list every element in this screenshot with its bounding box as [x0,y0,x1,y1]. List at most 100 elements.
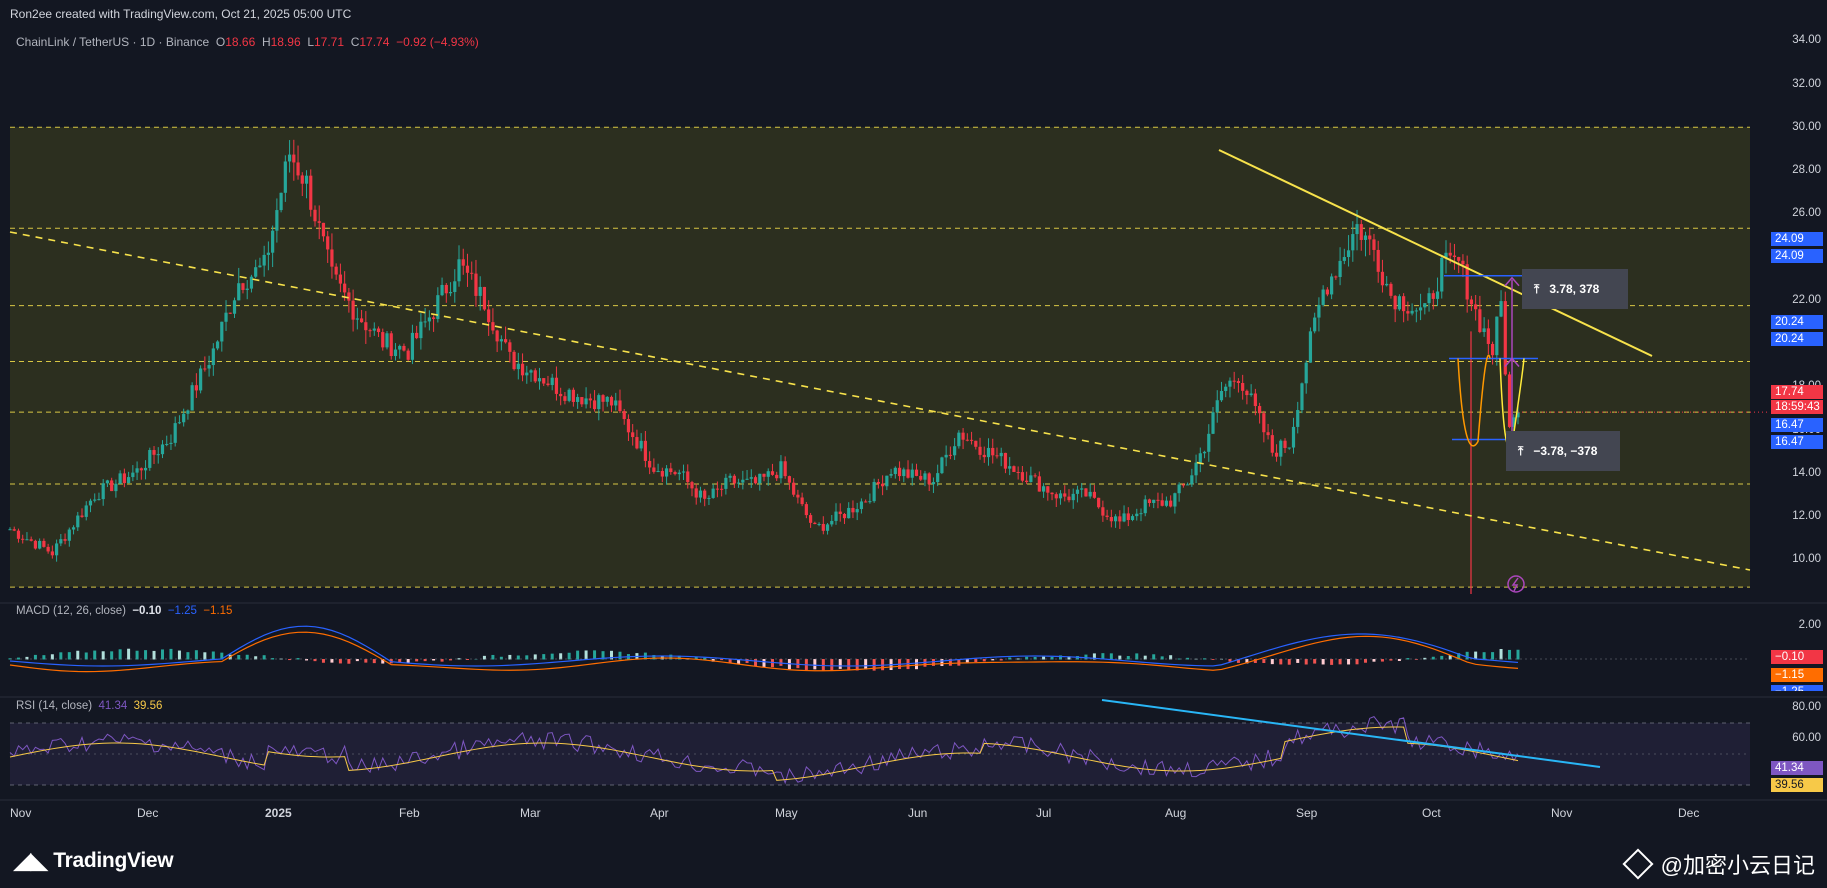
candle-body [304,175,309,184]
candle-body [1270,435,1274,453]
macd-hist-bar [1347,659,1351,665]
candle-body [1177,484,1181,494]
tradingview-logo-icon: ◢◣ [14,848,48,873]
macd-hist-bar [25,656,29,660]
candle-body [258,265,262,268]
price-badge-16-47: 16.47 [1771,418,1823,432]
candle-body [1363,235,1368,240]
macd-hist-bar [1016,658,1020,660]
candle-body [1147,499,1152,504]
candle-body [677,472,681,475]
ohlc-close-label: C [350,35,360,49]
candle-body [851,507,855,513]
macd-hist-bar [135,650,139,660]
macd-hist-bar [694,656,698,660]
candle-body [1461,260,1465,265]
candle-body [287,154,292,162]
candle-body [775,474,779,479]
macd-hist-bar [381,659,385,664]
macd-hist-bar [762,659,766,667]
candle-body [186,410,190,414]
macd-hist-bar [245,654,249,660]
macd-hist-bar [211,651,215,660]
candle-body [1008,466,1012,469]
candle-body [648,460,652,468]
candle-body [1173,493,1177,507]
macd-hist-bar [1067,656,1071,660]
rsi-trendline [1101,699,1601,768]
candle-body [652,467,656,472]
candle-body [1012,466,1016,472]
candle-body [576,397,580,402]
candle-body [262,254,266,266]
macd-hist-bar [584,650,588,660]
macd-hist-bar [33,654,37,660]
symbol-name: ChainLink / TetherUS · 1D · Binance [16,35,210,49]
candle-body [753,477,758,484]
candle-body [1241,383,1245,391]
measure-up-label[interactable]: ⤒ 3.78, 378 [1522,269,1628,309]
macd-hist-bar [1228,659,1232,662]
candle-body [847,507,851,519]
candle-body [372,328,376,331]
candle-body [415,332,419,339]
candle-body [67,529,71,541]
candle-body [1016,471,1020,473]
macd-hist-bar [1279,659,1283,665]
candle-body [228,312,232,314]
macd-hist-bar [1143,655,1147,660]
price-badge-20-24: 20.24 [1771,332,1823,346]
candle-body [821,523,825,531]
candle-body [897,467,902,477]
macd-hist-bar [1457,653,1461,660]
macd-hist-bar [669,654,673,660]
candle-body [872,481,876,502]
macd-hist-bar [974,659,978,662]
rsi-badge: 41.34 [1771,761,1823,775]
candle-body [1003,452,1008,469]
candle-body [1482,328,1486,333]
candle-body [563,396,567,401]
candle-body [1219,390,1224,401]
candle-body [334,266,338,275]
candle-body [190,385,194,411]
measure-down-label[interactable]: ⤒ −3.78, −378 [1506,431,1620,471]
candle-body [859,501,864,510]
macd-hist-bar [449,659,453,661]
macd-signal-value: −1.25 [167,605,197,617]
macd-hist-bar [652,655,656,660]
candle-body [609,396,614,406]
candle-body [165,443,169,445]
macd-hist-bar [1084,654,1088,660]
time-tick: 2025 [265,806,292,820]
candle-body [703,490,707,499]
candle-body [139,468,143,471]
candle-body [622,411,626,420]
candle-body [1194,462,1198,476]
candle-body [135,468,139,473]
candle-body [504,339,508,343]
candle-body [1118,516,1122,522]
candle-body [868,501,872,503]
macd-hist-bar [1389,659,1393,661]
candle-body [931,482,936,485]
macd-hist-bar [160,649,164,660]
macd-hist-bar [737,659,741,664]
candle-body [1097,497,1101,508]
macd-hist-bar [567,652,571,660]
time-tick: May [775,806,798,820]
macd-hist-bar [1270,659,1274,665]
rsi-value: 41.34 [98,700,128,712]
candle-body [152,450,156,455]
candle-body [444,284,448,294]
candle-body [1228,380,1232,387]
macd-hist-bar [372,659,376,664]
candle-body [741,479,745,483]
candle-body [33,540,38,549]
tradingview-logo[interactable]: ◢◣ TradingView [14,848,174,874]
time-tick: Dec [137,806,159,820]
candle-body [533,370,537,382]
candle-body [224,312,228,322]
macd-hist-bar [999,659,1003,661]
